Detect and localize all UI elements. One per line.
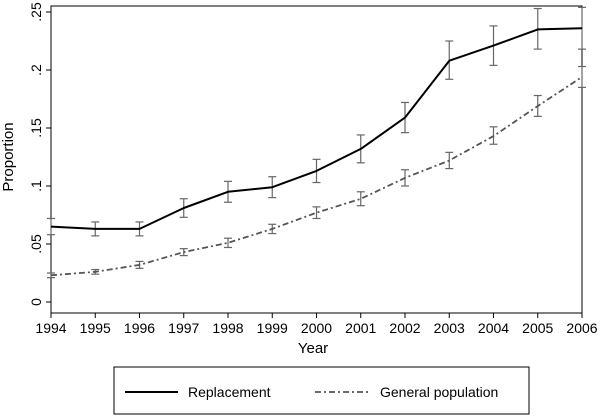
plot-area xyxy=(47,5,586,314)
legend-box xyxy=(113,366,530,415)
y-tick-label: .05 xyxy=(28,234,44,254)
x-tick-label: 2001 xyxy=(345,320,376,336)
y-tick-label: 0 xyxy=(28,298,44,306)
x-tick-label: 2006 xyxy=(566,320,597,336)
y-tick-label: .15 xyxy=(28,118,44,138)
x-tick-label: 2005 xyxy=(522,320,553,336)
y-axis: 0 .05 .1 .15 .2 .25 xyxy=(28,2,51,306)
x-tick-label: 2002 xyxy=(389,320,420,336)
x-tick-label: 2004 xyxy=(478,320,509,336)
x-tick-label: 1999 xyxy=(257,320,288,336)
y-tick-label: .1 xyxy=(28,180,44,192)
legend-label-replacement: Replacement xyxy=(188,384,271,400)
x-tick-label: 2000 xyxy=(301,320,332,336)
x-tick-label: 1996 xyxy=(124,320,155,336)
series-line-general-population xyxy=(50,76,583,277)
x-axis: 1994 1995 1996 1997 1998 1999 2000 2001 2002 2003… xyxy=(35,313,598,336)
x-axis-title: Year xyxy=(298,340,328,357)
series-general-population xyxy=(47,65,586,279)
x-tick-label: 1998 xyxy=(212,320,243,336)
legend-label-general-population: General population xyxy=(380,384,498,400)
x-tick-label: 1994 xyxy=(35,320,66,336)
x-tick-label: 2003 xyxy=(434,320,465,336)
series-line-replacement xyxy=(50,27,583,230)
x-tick-label: 1995 xyxy=(80,320,111,336)
x-tick-label: 1997 xyxy=(168,320,199,336)
legend: Replacement General population xyxy=(113,366,530,415)
y-axis-title: Proportion xyxy=(0,122,17,191)
y-tick-label: .2 xyxy=(28,64,44,76)
series-replacement xyxy=(47,6,586,237)
y-tick-label: .25 xyxy=(28,2,44,22)
